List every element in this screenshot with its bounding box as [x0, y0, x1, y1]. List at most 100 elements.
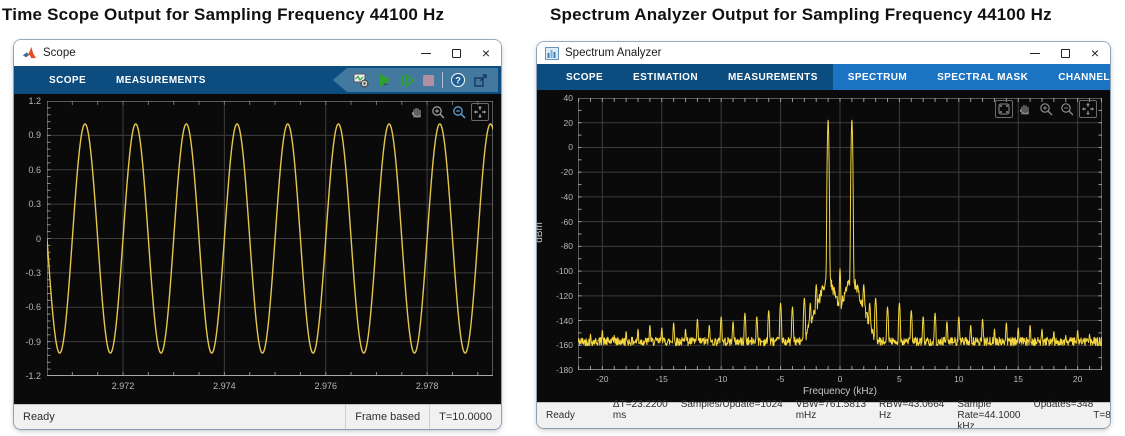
status-divider: [429, 405, 431, 429]
spectrum-window-title: Spectrum Analyzer: [565, 47, 662, 59]
scope-window: Scope × SCOPE MEASUREMENTS: [14, 40, 501, 429]
tab-estimation[interactable]: ESTIMATION: [633, 71, 698, 83]
spectrum-y-tick-label: 0: [568, 142, 573, 153]
scope-x-tick-label: 2.974: [213, 381, 236, 391]
scope-y-tick-label: -1.2: [25, 371, 41, 381]
left-figure-title: Time Scope Output for Sampling Frequency…: [2, 5, 445, 24]
spectrum-x-tick-label: -10: [715, 374, 728, 384]
spectrum-analyzer-window: Spectrum Analyzer × SCOPE ESTIMATION MEA…: [537, 42, 1110, 428]
scope-toolbar: ?: [333, 68, 498, 92]
scope-statusbar: Ready Frame based T=10.0000: [14, 404, 501, 429]
spectrum-xaxis-label: Frequency (kHz): [803, 386, 877, 397]
spectrum-y-tick-label: -160: [555, 340, 573, 351]
spectrum-y-tick-label: 40: [563, 93, 573, 103]
scope-y-tick-label: 0.3: [28, 199, 41, 210]
spectrum-contextual-tabs: SPECTRUM SPECTRAL MASK CHANNEL MEASUREME…: [832, 64, 1110, 90]
svg-text:?: ?: [455, 75, 461, 86]
scope-y-tick-label: -0.3: [25, 267, 41, 278]
scope-status-time: T=10.0000: [439, 411, 492, 423]
maximize-button[interactable]: [1050, 42, 1080, 64]
scope-titlebar[interactable]: Scope ×: [14, 40, 501, 66]
maximize-button[interactable]: [441, 40, 471, 66]
tab-measurements[interactable]: MEASUREMENTS: [116, 74, 206, 86]
tab-channel-measurements[interactable]: CHANNEL MEASUREMENTS: [1058, 71, 1110, 83]
spectrum-x-tick-label: -15: [655, 374, 668, 384]
scope-y-tick-label: -0.9: [25, 336, 41, 347]
pan-icon[interactable]: [1016, 100, 1034, 118]
scope-plot-area[interactable]: 1.2 0.9 0.6 0.3 0 -0.3 -0.6 -0.9 -1.2 2.972 2.974 2…: [14, 94, 501, 404]
scope-plot-toolbar: [408, 103, 489, 121]
spectrum-x-tick-label: 10: [954, 374, 964, 384]
scope-window-title: Scope: [43, 47, 76, 59]
spectrum-y-tick-label: -40: [560, 191, 573, 202]
autoscale-icon[interactable]: [1079, 100, 1097, 118]
spectrum-y-tick-label: -80: [560, 241, 573, 252]
toolbar-divider: [442, 72, 443, 88]
matlab-logo-icon: [22, 46, 37, 60]
scope-x-tick-label: 2.976: [314, 381, 338, 391]
span-control-icon[interactable]: [995, 100, 1013, 118]
simulation-settings-icon[interactable]: [353, 72, 370, 89]
spectrum-status-stats: ΔT=23.2200 ms Samples/Update=1024 VBW=76…: [613, 399, 1093, 428]
spectrum-status-ready: Ready: [546, 410, 575, 421]
status-samples-update: Samples/Update=1024: [680, 399, 783, 410]
step-forward-icon[interactable]: [400, 72, 415, 88]
scope-x-tick-label: 2.978: [415, 381, 439, 391]
tab-spectrum[interactable]: SPECTRUM: [847, 71, 908, 83]
pop-out-icon[interactable]: [473, 73, 488, 88]
scope-status-mode: Frame based: [355, 411, 421, 423]
pan-icon[interactable]: [408, 103, 426, 121]
spectrum-plot-area[interactable]: 40 20 0 -20 -40 -60 -80 -100 -120 -140 -160 -180 -20…: [537, 90, 1110, 402]
scope-status-ready: Ready: [23, 411, 55, 423]
stop-icon: [422, 74, 435, 87]
spectrum-x-tick-label: -20: [596, 374, 609, 384]
zoom-out-icon[interactable]: [450, 103, 468, 121]
autoscale-icon[interactable]: [471, 103, 489, 121]
scope-y-tick-label: 0: [35, 233, 41, 244]
scope-y-tick-label: 0.6: [28, 164, 41, 175]
zoom-in-icon[interactable]: [1037, 100, 1055, 118]
spectrum-y-tick-label: -140: [555, 315, 573, 326]
tab-measurements[interactable]: MEASUREMENTS: [727, 71, 818, 83]
spectrum-titlebar[interactable]: Spectrum Analyzer ×: [537, 42, 1110, 64]
spectrum-window-controls: ×: [1020, 42, 1110, 64]
help-icon[interactable]: ?: [450, 72, 466, 88]
scope-y-tick-label: 1.2: [28, 96, 41, 106]
spectrum-y-tick-label: -120: [555, 290, 573, 301]
status-divider: [345, 405, 347, 429]
spectrum-x-tick-label: -5: [776, 374, 785, 384]
spectrum-y-tick-label: -20: [560, 167, 573, 178]
status-rbw: RBW=43.0664 Hz: [879, 399, 945, 421]
spectrum-analyzer-app-icon: [545, 46, 559, 60]
spectrum-y-tick-label: -100: [555, 266, 573, 277]
spectrum-y-tick-label: -180: [555, 365, 573, 375]
spectrum-yaxis-label: dBm: [537, 222, 545, 243]
zoom-out-icon[interactable]: [1058, 100, 1076, 118]
scope-y-tick-label: -0.6: [25, 302, 41, 313]
close-button[interactable]: ×: [481, 45, 491, 61]
close-button[interactable]: ×: [1090, 45, 1100, 61]
scope-toolstrip: SCOPE MEASUREMENTS: [14, 66, 501, 94]
status-delta-t: ΔT=23.2200 ms: [612, 399, 668, 421]
spectrum-statusbar: Ready ΔT=23.2200 ms Samples/Update=1024 …: [537, 399, 1110, 428]
spectrum-plot-toolbar: [995, 100, 1097, 118]
run-icon[interactable]: [377, 72, 393, 88]
minimize-button[interactable]: [1020, 42, 1050, 64]
status-sample-rate: Sample Rate=44.1000 kHz: [957, 399, 1021, 428]
scope-y-tick-label: 0.9: [28, 130, 41, 141]
spectrum-toolstrip: SCOPE ESTIMATION MEASUREMENTS SPECTRUM S…: [537, 64, 1110, 90]
tab-scope[interactable]: SCOPE: [566, 71, 604, 83]
spectrum-x-tick-label: 15: [1013, 374, 1023, 384]
zoom-in-icon[interactable]: [429, 103, 447, 121]
status-updates: Updates=348: [1033, 399, 1094, 410]
spectrum-x-tick-label: 5: [897, 374, 902, 384]
scope-window-controls: ×: [411, 40, 501, 66]
spectrum-x-tick-label: 20: [1072, 374, 1083, 384]
minimize-button[interactable]: [411, 40, 441, 66]
right-figure-title: Spectrum Analyzer Output for Sampling Fr…: [550, 5, 1052, 24]
spectrum-y-tick-label: 20: [563, 117, 573, 128]
tab-scope[interactable]: SCOPE: [49, 74, 87, 86]
spectrum-y-tick-label: -60: [560, 216, 573, 227]
tab-spectral-mask[interactable]: SPECTRAL MASK: [937, 71, 1029, 83]
status-vbw: VBW=761.5813 mHz: [795, 399, 867, 421]
